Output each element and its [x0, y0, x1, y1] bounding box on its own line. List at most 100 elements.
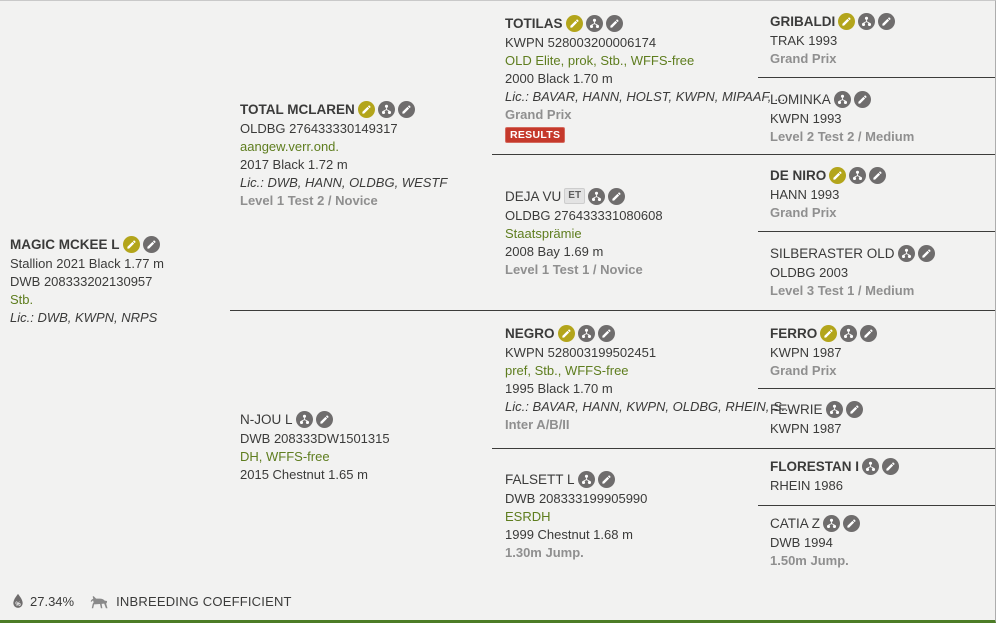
horse-name-link[interactable]: CATIA Z: [770, 515, 821, 531]
edit-pencil-icon[interactable]: [882, 457, 899, 475]
registry-year: TRAK 1993: [770, 33, 838, 48]
pedigree-divider-gen3-a: [758, 77, 995, 78]
pedigree-cell-catia: CATIA Z DWB 1994 1.50m Jump.: [770, 513, 992, 570]
offspring-tree-icon[interactable]: [840, 324, 858, 342]
pedigree-cell-sire-dam: DEJA VU ET OLDBG 276433331080608 Staatsp…: [505, 186, 760, 279]
registry-number: KWPN 528003200006174: [505, 35, 657, 50]
performance-level: 1.30m Jump.: [505, 545, 584, 560]
registry-year: KWPN 1987: [770, 421, 842, 436]
registry-number: DWB 208333202130957: [10, 274, 153, 289]
horse-name-link[interactable]: FALSETT L: [505, 471, 575, 487]
performance-level: Grand Prix: [770, 363, 837, 378]
birth-color-height: 1995 Black 1.70 m: [505, 381, 613, 396]
horse-name-link[interactable]: FERRO: [770, 325, 818, 341]
offspring-tree-icon[interactable]: [295, 410, 313, 428]
registry-number: KWPN 528003199502451: [505, 345, 657, 360]
approved-pencil-icon[interactable]: [829, 166, 847, 184]
edit-pencil-icon[interactable]: [843, 514, 861, 532]
edit-pencil-icon[interactable]: [869, 166, 887, 184]
edit-pencil-icon[interactable]: [315, 410, 333, 428]
approved-pencil-icon[interactable]: [122, 235, 140, 253]
offspring-tree-icon[interactable]: [825, 400, 843, 418]
approved-pencil-icon[interactable]: [820, 324, 838, 342]
edit-pencil-icon[interactable]: [597, 470, 615, 488]
approved-pencil-icon[interactable]: [565, 14, 583, 32]
inbreeding-footer: % 27.34% INBREEDING COEFFICIENT: [10, 592, 292, 611]
edit-pencil-icon[interactable]: [853, 90, 871, 108]
horse-name-link[interactable]: SILBERASTER OLD: [770, 245, 895, 261]
edit-pencil-icon[interactable]: [597, 324, 615, 342]
registry-year: OLDBG 2003: [770, 265, 849, 280]
offspring-tree-icon[interactable]: [588, 187, 606, 205]
edit-pencil-icon[interactable]: [860, 324, 878, 342]
birth-color-height: 2017 Black 1.72 m: [240, 157, 348, 172]
performance-level: Grand Prix: [770, 205, 837, 220]
offspring-tree-icon[interactable]: [377, 100, 395, 118]
licenses: Lic.: BAVAR, HANN, HOLST, KWPN, MIPAAF, …: [505, 89, 786, 104]
offspring-tree-icon[interactable]: [577, 324, 595, 342]
pedigree-divider-gen2-sire: [492, 154, 995, 155]
offspring-tree-icon[interactable]: [585, 14, 603, 32]
offspring-tree-icon[interactable]: [858, 12, 876, 30]
birth-color-height: 2000 Black 1.70 m: [505, 71, 613, 86]
status-predicates: Stb.: [10, 292, 34, 307]
offspring-tree-icon[interactable]: [849, 166, 867, 184]
birth-color-height: 2008 Bay 1.69 m: [505, 244, 604, 259]
horse-name-link[interactable]: LOMINKA: [770, 91, 831, 107]
edit-pencil-icon[interactable]: [605, 14, 623, 32]
registry-year: KWPN 1987: [770, 345, 842, 360]
status-predicates: OLD Elite, prok, Stb., WFFS-free: [505, 53, 695, 68]
approved-pencil-icon[interactable]: [357, 100, 375, 118]
pedigree-cell-fewrie: FEWRIE KWPN 1987: [770, 399, 992, 438]
edit-pencil-icon[interactable]: [917, 244, 935, 262]
performance-level: Level 3 Test 1 / Medium: [770, 283, 915, 298]
performance-level: 1.50m Jump.: [770, 553, 849, 568]
approved-pencil-icon[interactable]: [838, 12, 856, 30]
edit-pencil-icon[interactable]: [845, 400, 863, 418]
horse-name-link[interactable]: NEGRO: [505, 325, 555, 341]
pedigree-divider-gen1: [230, 310, 995, 311]
pedigree-cell-lominka: LOMINKA KWPN 1993 Level 2 Test 2 / Mediu…: [770, 89, 992, 146]
licenses: Lic.: DWB, KWPN, NRPS: [10, 310, 158, 325]
horse-name-link[interactable]: TOTAL MCLAREN: [240, 101, 355, 117]
edit-pencil-icon[interactable]: [142, 235, 160, 253]
offspring-tree-icon[interactable]: [897, 244, 915, 262]
status-predicates: DH, WFFS-free: [240, 449, 330, 464]
registry-number: DWB 208333DW1501315: [240, 431, 390, 446]
registry-year: HANN 1993: [770, 187, 840, 202]
horse-icon: [88, 593, 109, 610]
horse-name-link[interactable]: TOTILAS: [505, 15, 563, 31]
offspring-tree-icon[interactable]: [823, 514, 841, 532]
pedigree-cell-dam-dam: FALSETT L DWB 208333199905990 ESRDH 1999…: [505, 469, 760, 562]
results-badge[interactable]: RESULTS: [505, 127, 566, 143]
performance-level: Level 2 Test 2 / Medium: [770, 129, 915, 144]
horse-name-link[interactable]: DE NIRO: [770, 167, 827, 183]
approved-pencil-icon[interactable]: [557, 324, 575, 342]
offspring-tree-icon[interactable]: [862, 457, 879, 475]
registry-number: DWB 208333199905990: [505, 491, 648, 506]
offspring-tree-icon[interactable]: [577, 470, 595, 488]
edit-pencil-icon[interactable]: [878, 12, 896, 30]
horse-name-link[interactable]: DEJA VU: [505, 188, 562, 204]
pedigree-cell-florestan: FLORESTAN I RHEIN 1986: [770, 456, 992, 495]
horse-name-link[interactable]: FLORESTAN I: [770, 458, 859, 474]
status-predicates: ESRDH: [505, 509, 551, 524]
horse-name-link[interactable]: GRIBALDI: [770, 13, 836, 29]
pedigree-cell-gribaldi: GRIBALDI TRAK 1993 Grand Prix: [770, 11, 992, 68]
edit-pencil-icon[interactable]: [397, 100, 415, 118]
pedigree-cell-de-niro: DE NIRO HANN 1993 Grand Prix: [770, 165, 992, 222]
inbreeding-value: 27.34%: [30, 594, 75, 609]
status-predicates: pref, Stb., WFFS-free: [505, 363, 629, 378]
registry-year: RHEIN 1986: [770, 478, 843, 493]
horse-name-link[interactable]: N-JOU L: [240, 411, 293, 427]
inbreeding-label: INBREEDING COEFFICIENT: [116, 594, 292, 609]
horse-name-link[interactable]: MAGIC MCKEE L: [10, 236, 120, 252]
pedigree-cell-subject: MAGIC MCKEE L Stallion 2021 Black 1.77 m…: [10, 234, 225, 327]
sex-birth-color-height: Stallion 2021 Black 1.77 m: [10, 256, 164, 271]
embryo-transfer-badge: ET: [564, 188, 586, 204]
offspring-tree-icon[interactable]: [833, 90, 851, 108]
horse-name-link[interactable]: FEWRIE: [770, 401, 823, 417]
registry-year: DWB 1994: [770, 535, 833, 550]
edit-pencil-icon[interactable]: [608, 187, 626, 205]
